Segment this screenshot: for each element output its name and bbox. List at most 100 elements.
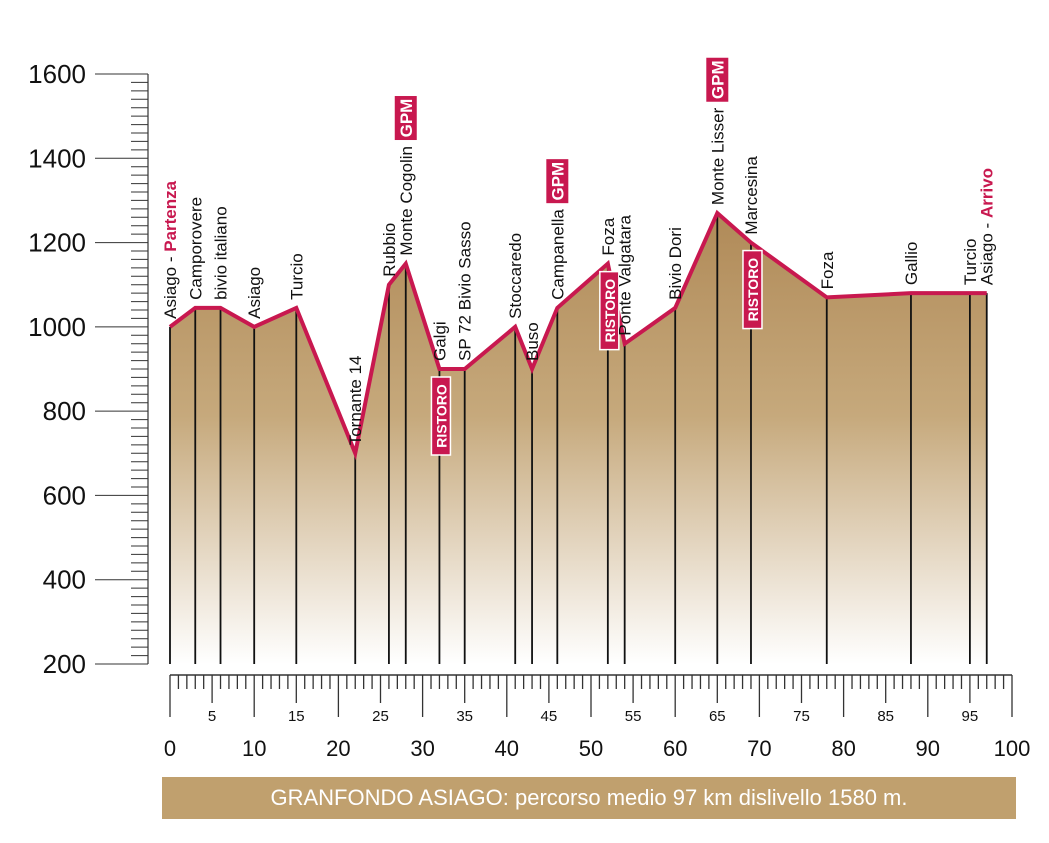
waypoint-9: SP 72 Bivio Sasso (456, 221, 475, 361)
ristoro-tag-17: RISTORO (742, 249, 763, 330)
waypoint-10: Stoccaredo (506, 233, 525, 319)
x-axis: 0 10 20 30 40 50 60 70 80 90 100 5 15 25 35 45 55 65 75 85 9… (164, 674, 1031, 761)
y-axis: 200 400 600 800 1000 1200 1400 1600 (28, 59, 149, 679)
gpm-tag-12: GPM (546, 159, 569, 204)
waypoint-label-2: bivio italiano (212, 206, 231, 300)
waypoint-label-10: Stoccaredo (506, 233, 525, 319)
x-minor-label-5: 55 (625, 708, 642, 725)
waypoint-label-13: Foza (599, 217, 618, 255)
waypoint-0: Asiago - Partenza (161, 180, 180, 319)
y-tick-label-7: 1600 (28, 59, 86, 89)
x-minor-label-6: 65 (709, 708, 726, 725)
x-minor-label-4: 45 (541, 708, 558, 725)
waypoint-label-18: Foza (818, 251, 837, 289)
waypoint-accent-21: Arrivo (978, 168, 997, 218)
profile-area (170, 213, 987, 665)
waypoint-16: Monte Lisser GPM (706, 57, 729, 205)
waypoint-5: Tornante 14 (346, 355, 365, 445)
waypoint-labels: Asiago - Partenza Camporovere bivio italia… (161, 57, 997, 456)
profile-line (168, 209, 987, 461)
waypoint-label-5: Tornante 14 (346, 355, 365, 445)
waypoint-15: Bivio Dori (666, 227, 685, 300)
y-tick-label-2: 600 (43, 480, 86, 510)
y-tick-label-4: 1000 (28, 312, 86, 342)
waypoint-19: Gallio (902, 242, 921, 285)
waypoint-label-17: Marcesina (742, 156, 761, 235)
x-minor-label-9: 95 (962, 708, 979, 725)
waypoint-label-21: Asiago - Arrivo (978, 168, 997, 285)
x-major-label-10: 100 (994, 736, 1031, 761)
gpm-tag-7: GPM (394, 96, 417, 141)
waypoint-2: bivio italiano (212, 206, 231, 300)
x-major-label-5: 50 (579, 736, 603, 761)
waypoint-18: Foza (818, 251, 837, 289)
x-major-label-0: 0 (164, 736, 176, 761)
x-major-label-9: 90 (916, 736, 940, 761)
ristoro-tag-13: RISTORO (599, 270, 620, 351)
waypoint-20: Turcio (961, 239, 980, 286)
ristoro-tag-box-8 (430, 376, 452, 456)
y-tick-label-5: 1200 (28, 228, 86, 258)
waypoint-label-12: Campanella (548, 209, 567, 300)
waypoint-label-11: Buso (523, 322, 542, 361)
elevation-line (168, 209, 987, 461)
gpm-tag-box-12 (546, 159, 569, 204)
x-minor-label-0: 5 (208, 708, 216, 725)
waypoint-label-0: Asiago - Partenza (161, 180, 180, 319)
waypoint-7: Monte Cogolin GPM (394, 96, 417, 256)
waypoint-label-1: Camporovere (186, 197, 205, 300)
x-major-label-4: 40 (495, 736, 519, 761)
gpm-tag-label-12: GPM (548, 162, 567, 201)
waypoint-1: Camporovere (186, 197, 205, 300)
waypoint-label-20: Turcio (961, 239, 980, 286)
ristoro-tag-box-17 (742, 249, 763, 330)
y-tick-label-6: 1400 (28, 143, 86, 173)
y-tick-label-0: 200 (43, 649, 86, 679)
x-major-label-1: 10 (242, 736, 266, 761)
x-major-label-6: 60 (663, 736, 687, 761)
ristoro-tag-label-13: RISTORO (602, 279, 618, 343)
chart-caption: GRANFONDO ASIAGO: percorso medio 97 km d… (162, 777, 1016, 819)
gpm-tag-box-7 (394, 96, 417, 141)
waypoint-label-9: SP 72 Bivio Sasso (456, 221, 475, 361)
waypoint-6: Rubbio (380, 223, 399, 277)
waypoint-label-16: Monte Lisser (708, 107, 727, 205)
waypoint-label-19: Gallio (902, 242, 921, 285)
ristoro-tag-label-17: RISTORO (745, 258, 761, 322)
x-minor-label-7: 75 (793, 708, 810, 725)
waypoint-3: Asiago (245, 267, 264, 319)
waypoint-12: Campanella GPM (546, 159, 569, 300)
gpm-tag-label-16: GPM (708, 60, 727, 99)
waypoint-label-7: Monte Cogolin (397, 146, 416, 256)
waypoint-label-8: Galgi (430, 321, 449, 361)
waypoint-label-15: Bivio Dori (666, 227, 685, 300)
waypoint-label-6: Rubbio (380, 223, 399, 277)
waypoint-11: Buso (523, 322, 542, 361)
waypoint-label-4: Turcio (287, 253, 306, 300)
ristoro-tag-box-13 (599, 270, 620, 351)
gpm-tag-box-16 (706, 57, 729, 102)
x-major-label-8: 80 (831, 736, 855, 761)
x-major-label-3: 30 (410, 736, 434, 761)
waypoint-21: Asiago - Arrivo (978, 168, 997, 285)
gpm-tag-label-7: GPM (397, 99, 416, 138)
waypoint-17: Marcesina (742, 156, 761, 235)
elevation-area (170, 213, 987, 665)
waypoint-label-3: Asiago (245, 267, 264, 319)
ristoro-tag-8: RISTORO (430, 376, 452, 456)
x-minor-label-8: 85 (877, 708, 894, 725)
waypoint-8: Galgi (430, 321, 449, 361)
y-tick-label-1: 400 (43, 565, 86, 595)
waypoint-14: Ponte Valgatara (616, 215, 635, 336)
x-major-label-2: 20 (326, 736, 350, 761)
waypoint-accent-0: Partenza (161, 180, 180, 251)
waypoint-4: Turcio (287, 253, 306, 300)
x-minor-label-2: 25 (372, 708, 389, 725)
ristoro-tag-label-8: RISTORO (433, 384, 449, 448)
x-major-label-7: 70 (747, 736, 771, 761)
waypoint-13: Foza (599, 217, 618, 255)
x-minor-label-1: 15 (288, 708, 305, 725)
waypoint-label-14: Ponte Valgatara (616, 215, 635, 336)
x-minor-label-3: 35 (456, 708, 473, 725)
